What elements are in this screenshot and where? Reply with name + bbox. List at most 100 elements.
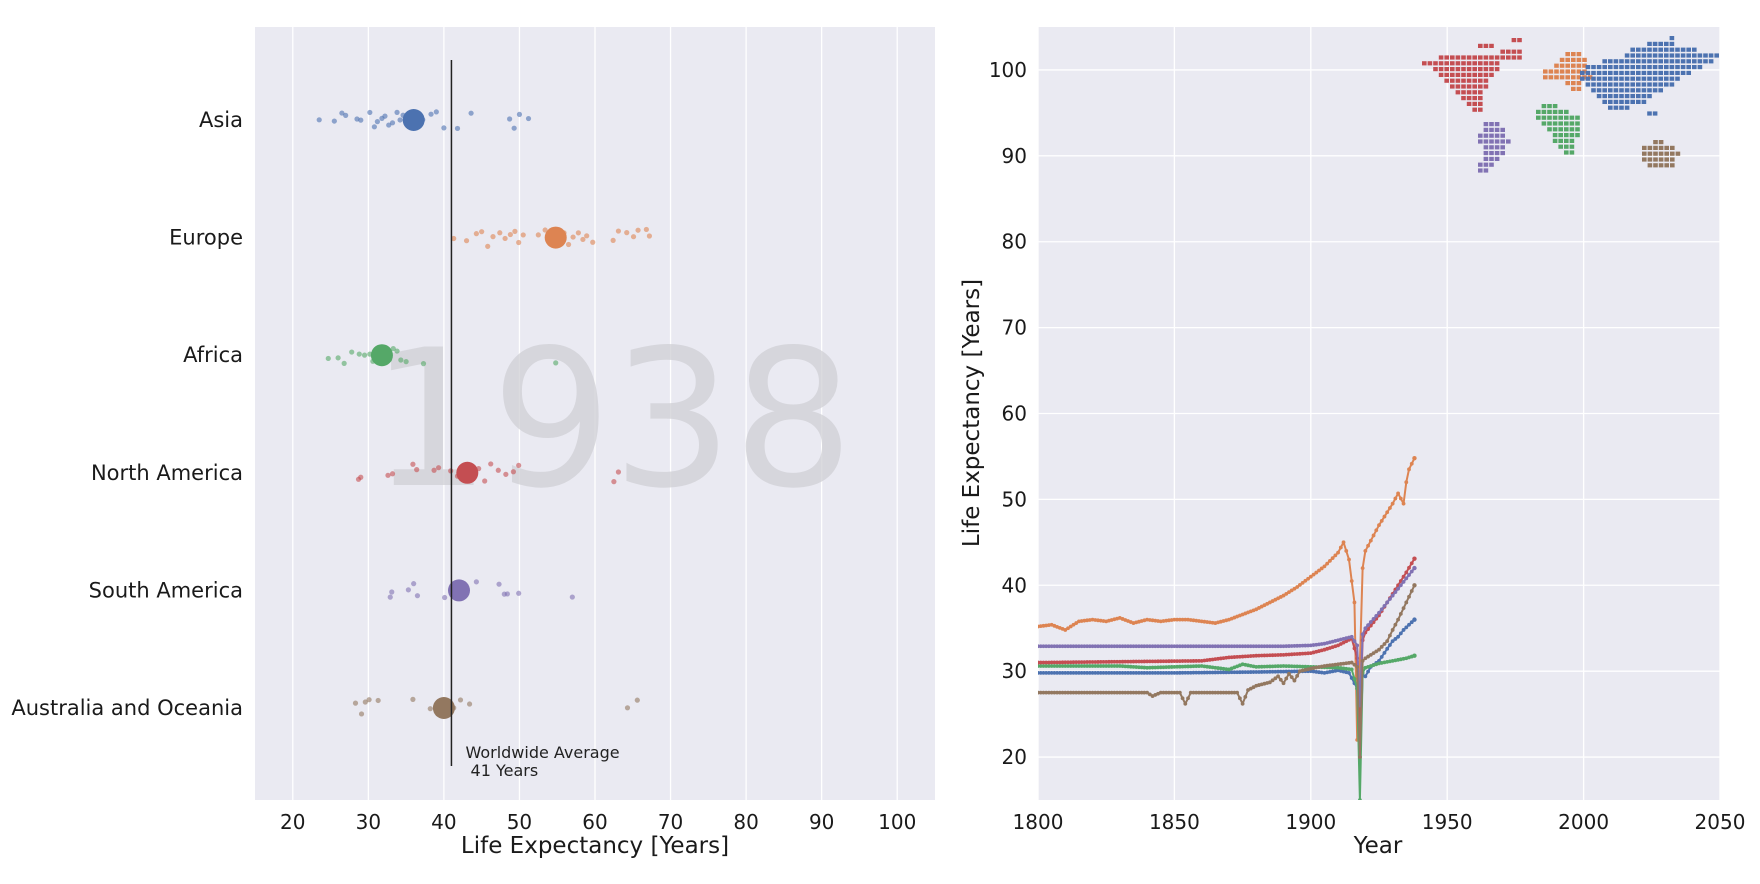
- right-x-tick-label: 2050: [1695, 810, 1746, 834]
- strip-point: [496, 581, 502, 587]
- series-point: [1123, 664, 1128, 669]
- series-point: [1055, 664, 1059, 668]
- map-cell: [1541, 104, 1547, 109]
- strip-point: [414, 467, 420, 473]
- series-point: [1052, 644, 1057, 649]
- map-cell: [1669, 76, 1675, 81]
- map-cell: [1641, 53, 1647, 58]
- map-cell: [1565, 69, 1570, 74]
- series-point: [1254, 653, 1259, 658]
- series-point: [1243, 670, 1248, 675]
- category-label: Europe: [169, 226, 243, 250]
- series-point: [1107, 670, 1111, 675]
- map-cell: [1647, 47, 1652, 52]
- right-x-tick-label: 1950: [1422, 810, 1473, 834]
- map-cell: [1619, 99, 1624, 104]
- category-mean-marker: [432, 697, 455, 719]
- map-cell: [1472, 55, 1477, 60]
- series-point: [1128, 659, 1133, 664]
- map-cell: [1619, 105, 1624, 110]
- series-point: [1093, 690, 1098, 695]
- map-cell: [1571, 63, 1576, 68]
- map-cell: [1675, 53, 1680, 58]
- map-cell: [1438, 67, 1444, 72]
- series-point: [1169, 665, 1174, 669]
- series-point: [1188, 664, 1193, 669]
- map-cell: [1591, 76, 1596, 81]
- series-point: [1057, 670, 1062, 675]
- map-cell: [1483, 168, 1489, 173]
- series-point: [1265, 644, 1270, 649]
- map-cell: [1658, 70, 1663, 75]
- series-point: [1401, 606, 1406, 611]
- series-point: [1068, 664, 1073, 668]
- series-point: [1287, 644, 1291, 648]
- map-cell: [1450, 55, 1455, 60]
- series-point: [1197, 658, 1201, 663]
- strip-point: [397, 117, 403, 123]
- series-point: [1390, 639, 1395, 644]
- map-cell: [1608, 88, 1613, 93]
- strip-point: [624, 230, 630, 236]
- series-point: [1396, 617, 1400, 622]
- strip-point: [520, 232, 526, 238]
- map-cell: [1511, 49, 1517, 54]
- map-cell: [1483, 122, 1489, 127]
- map-cell: [1506, 55, 1511, 60]
- series-point: [1398, 612, 1403, 616]
- series-point: [1066, 644, 1070, 649]
- map-cell: [1478, 67, 1483, 72]
- series-point: [1131, 659, 1136, 664]
- series-point: [1191, 644, 1196, 649]
- category-labels: Asia Europe Africa North America South Ameri…: [11, 108, 243, 720]
- series-point: [1216, 670, 1220, 675]
- map-cell: [1564, 109, 1569, 114]
- map-cell: [1552, 138, 1558, 143]
- map-cell: [1613, 82, 1619, 87]
- series-point: [1158, 644, 1163, 649]
- strip-point: [316, 117, 322, 123]
- strip-point: [634, 697, 640, 703]
- right-y-tick-label: 50: [1002, 487, 1027, 511]
- series-point: [1393, 590, 1398, 595]
- map-cell: [1461, 96, 1466, 101]
- map-cell: [1461, 78, 1466, 83]
- series-point: [1044, 644, 1049, 649]
- map-cell: [1450, 72, 1455, 77]
- series-point: [1188, 670, 1193, 675]
- map-cell: [1455, 67, 1461, 72]
- series-point: [1382, 514, 1387, 519]
- map-cell: [1697, 65, 1703, 70]
- series-point: [1150, 670, 1155, 675]
- series-point: [1077, 660, 1081, 665]
- series-point: [1412, 455, 1417, 461]
- map-cell: [1564, 127, 1569, 132]
- map-cell: [1647, 70, 1652, 75]
- series-point: [1254, 644, 1259, 649]
- series-point: [1085, 664, 1090, 668]
- series-point: [1398, 583, 1403, 588]
- series-point: [1177, 617, 1182, 622]
- map-cell: [1658, 157, 1664, 162]
- strip-point: [504, 591, 510, 597]
- right-y-tick-label: 80: [1002, 230, 1027, 254]
- strip-point: [325, 355, 331, 362]
- series-point: [1115, 644, 1120, 649]
- strip-point: [448, 468, 454, 474]
- map-cell: [1624, 94, 1630, 99]
- map-cell: [1619, 65, 1624, 70]
- map-cell: [1552, 104, 1558, 109]
- series-point: [1186, 696, 1190, 701]
- series-point: [1044, 670, 1049, 675]
- map-cell: [1500, 127, 1505, 132]
- strip-point: [507, 231, 513, 238]
- map-cell: [1576, 52, 1582, 57]
- series-point: [1186, 670, 1190, 675]
- map-cell: [1602, 76, 1607, 81]
- series-point: [1147, 659, 1152, 664]
- series-point: [1142, 665, 1147, 670]
- series-point: [1123, 644, 1128, 649]
- map-cell: [1664, 47, 1669, 52]
- map-cell: [1500, 49, 1505, 54]
- map-cell: [1565, 81, 1570, 86]
